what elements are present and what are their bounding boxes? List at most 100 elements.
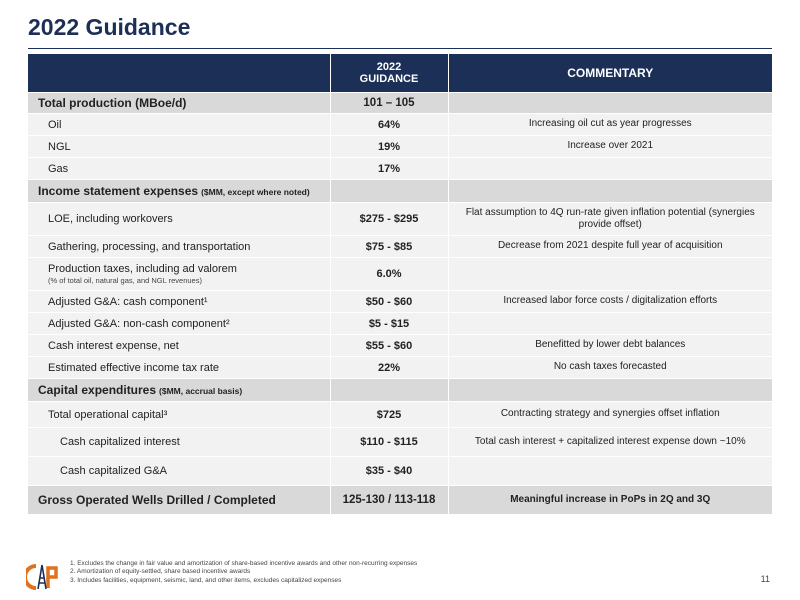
row-label-cell: NGL [28,135,330,158]
row-commentary: Meaningful increase in PoPs in 2Q and 3Q [447,485,772,514]
row-guidance-value: 22% [329,356,448,379]
row-guidance-value: 101 – 105 [329,92,448,114]
row-label-cell: Income statement expenses ($MM, except wh… [28,179,330,203]
row-label-cell: Total operational capital³ [28,401,330,428]
row-commentary: Benefitted by lower debt balances [447,334,772,357]
row-label: Cash capitalized interest [60,436,180,448]
row-commentary [447,157,772,180]
row-label: Production taxes, including ad valorem [48,263,237,275]
row-label: Adjusted G&A: non-cash component² [48,317,230,330]
table-row: Gathering, processing, and transportatio… [28,235,772,258]
section-row: Gross Operated Wells Drilled / Completed… [28,485,772,514]
row-label-cell: Adjusted G&A: non-cash component² [28,312,330,335]
header-item [28,54,330,93]
header-guidance: 2022 GUIDANCE [329,54,448,93]
row-guidance-value: $725 [329,401,448,428]
row-label: Gross Operated Wells Drilled / Completed [38,492,276,507]
row-guidance-value: $5 - $15 [329,312,448,335]
row-label: Total production (MBoe/d) [38,96,187,110]
row-label: Cash capitalized G&A [60,465,167,477]
table-row: Adjusted G&A: cash component¹ $50 - $60 In… [28,290,772,313]
table-row: Estimated effective income tax rate 22% No… [28,356,772,379]
page-number: 11 [760,574,770,584]
row-label-cell: Adjusted G&A: cash component¹ [28,290,330,313]
row-label: NGL [48,140,71,153]
row-label: Cash interest expense, net [48,339,179,352]
row-commentary [447,456,772,486]
row-label: Adjusted G&A: cash component¹ [48,295,208,308]
row-label-cell: Estimated effective income tax rate [28,356,330,379]
footnote-1: 1. Excludes the change in fair value and… [70,560,418,567]
row-label-cell: LOE, including workovers [28,202,330,236]
row-guidance-value: $55 - $60 [329,334,448,357]
row-label-cell: Production taxes, including ad valorem (%… [28,257,330,291]
guidance-table: 2022 GUIDANCE COMMENTARY Total productio… [28,54,772,514]
row-guidance-value: $275 - $295 [329,202,448,236]
row-label-cell: Oil [28,113,330,136]
row-label: Gas [48,162,69,175]
row-label: Capital expenditures [38,383,157,397]
row-guidance-value: 17% [329,157,448,180]
row-commentary: Increase over 2021 [447,135,772,158]
row-label: LOE, including workovers [48,213,173,225]
header-guidance-year: 2022 [376,61,402,73]
row-guidance-value: 64% [329,113,448,136]
table-row: Total operational capital³ $725 Contractin… [28,401,772,428]
row-guidance-value: 19% [329,135,448,158]
row-guidance-value [329,179,448,203]
row-commentary [447,312,772,335]
table-row: Oil 64% Increasing oil cut as year progres… [28,113,772,136]
row-label-cell: Gross Operated Wells Drilled / Completed [28,485,330,514]
table-row: Adjusted G&A: non-cash component² $5 - $1… [28,312,772,335]
row-commentary: Total cash interest + capitalized intere… [447,427,772,457]
row-label: Total operational capital³ [48,408,168,421]
row-commentary [447,257,772,291]
row-commentary: Flat assumption to 4Q run-rate given inf… [447,202,772,236]
row-commentary [447,179,772,203]
table-row: Cash interest expense, net $55 - $60 Benef… [28,334,772,357]
row-label-cell: Cash capitalized interest [28,427,330,457]
section-row: Capital expenditures ($MM, accrual basis) [28,378,772,402]
table-row: LOE, including workovers $275 - $295 Flat … [28,202,772,236]
table-row: Cash capitalized G&A $35 - $40 [28,456,772,486]
row-label: Gathering, processing, and transportatio… [48,240,251,253]
row-commentary: No cash taxes forecasted [447,356,772,379]
row-commentary: Increased labor force costs / digitaliza… [447,290,772,313]
row-label-cell: Gas [28,157,330,180]
row-commentary: Decrease from 2021 despite full year of … [447,235,772,258]
row-commentary [447,378,772,402]
title-divider [28,48,772,49]
table-row: NGL 19% Increase over 2021 [28,135,772,158]
row-guidance-value: $35 - $40 [329,456,448,486]
row-label-cell: Cash interest expense, net [28,334,330,357]
row-guidance-value: $50 - $60 [329,290,448,313]
section-row: Income statement expenses ($MM, except wh… [28,179,772,203]
row-commentary: Contracting strategy and synergies offse… [447,401,772,428]
row-label-cell: Capital expenditures ($MM, accrual basis) [28,378,330,402]
section-row: Total production (MBoe/d) 101 – 105 [28,92,772,114]
row-guidance-value: 6.0% [329,257,448,291]
row-label: Estimated effective income tax rate [48,361,219,374]
table-header-row: 2022 GUIDANCE COMMENTARY [28,54,772,93]
row-qualifier: ($MM, except where noted) [201,187,310,197]
row-label-cell: Cash capitalized G&A [28,456,330,486]
table-row: Cash capitalized interest $110 - $115 Tota… [28,427,772,457]
company-logo [26,564,58,590]
table-body: Total production (MBoe/d) 101 – 105 Oil 64%… [28,92,772,514]
page-title: 2022 Guidance [28,14,191,40]
footnotes: 1. Excludes the change in fair value and… [70,560,417,585]
row-guidance-value: $75 - $85 [329,235,448,258]
table-row: Production taxes, including ad valorem (%… [28,257,772,291]
row-commentary [447,92,772,114]
row-guidance-value: 125-130 / 113-118 [329,485,448,514]
row-commentary: Increasing oil cut as year progresses [447,113,772,136]
table-row: Gas 17% [28,157,772,180]
row-label: Income statement expenses [38,184,199,198]
row-guidance-value [329,378,448,402]
row-guidance-value: $110 - $115 [329,427,448,457]
row-label-cell: Gathering, processing, and transportatio… [28,235,330,258]
row-label-cell: Total production (MBoe/d) [28,92,330,114]
row-label: Oil [48,118,62,131]
header-guidance-label: GUIDANCE [359,73,419,85]
header-commentary: COMMENTARY [447,54,772,93]
